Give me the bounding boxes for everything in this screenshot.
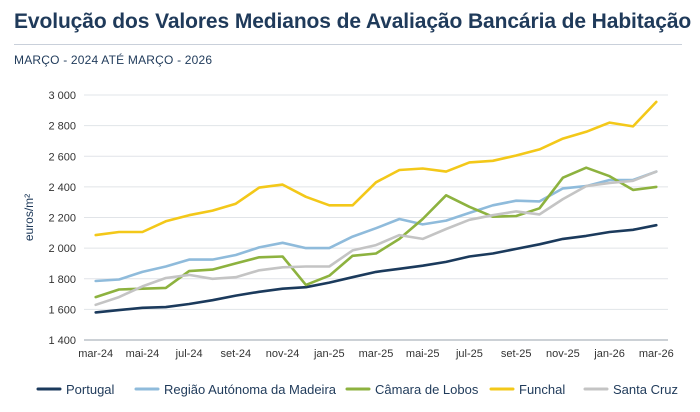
legend-label: Região Autónoma da Madeira bbox=[164, 382, 337, 397]
x-axis-tick-labels: mar-24 mai-24 jul-24 set-24 nov-24 jan-25 mar-… bbox=[78, 348, 673, 360]
x-tick-label: mai-24 bbox=[126, 348, 160, 360]
x-tick-label: set-25 bbox=[501, 348, 532, 360]
x-tick-label: jan-26 bbox=[593, 348, 625, 360]
y-tick-label: 3 000 bbox=[48, 90, 76, 102]
x-tick-label: jan-25 bbox=[313, 348, 345, 360]
legend-label: Câmara de Lobos bbox=[375, 382, 479, 397]
x-tick-label: nov-24 bbox=[266, 348, 300, 360]
y-tick-label: 2 800 bbox=[48, 121, 76, 133]
y-tick-label: 1 800 bbox=[48, 274, 76, 286]
series-line-2 bbox=[94, 166, 658, 299]
y-tick-label: 2 200 bbox=[48, 213, 76, 225]
legend: Portugal Região Autónoma da Madeira Câmara… bbox=[36, 382, 678, 397]
x-tick-label: jul-25 bbox=[455, 348, 483, 360]
series-line-3 bbox=[94, 100, 658, 237]
legend-label: Funchal bbox=[519, 382, 565, 397]
x-tick-label: set-24 bbox=[221, 348, 252, 360]
y-tick-label: 1 400 bbox=[48, 335, 76, 347]
series-line-1 bbox=[94, 170, 658, 283]
gridlines bbox=[84, 94, 668, 341]
y-tick-label: 2 000 bbox=[48, 243, 76, 255]
legend-label: Portugal bbox=[66, 382, 115, 397]
y-tick-label: 1 600 bbox=[48, 304, 76, 316]
series-lines bbox=[94, 100, 658, 314]
series-line-0 bbox=[94, 223, 658, 314]
y-tick-label: 2 400 bbox=[48, 182, 76, 194]
x-tick-label: mar-26 bbox=[639, 348, 674, 360]
x-tick-label: jul-24 bbox=[175, 348, 203, 360]
legend-label: Santa Cruz bbox=[613, 382, 678, 397]
y-tick-label: 2 600 bbox=[48, 151, 76, 163]
x-tick-label: mai-25 bbox=[406, 348, 440, 360]
series-line-4 bbox=[94, 170, 658, 307]
x-tick-label: mar-25 bbox=[359, 348, 394, 360]
y-axis-tick-labels: 1 400 1 600 1 800 2 000 2 200 2 400 2 600 2 800… bbox=[48, 90, 76, 347]
chart-title: Evolução dos Valores Medianos de Avaliaç… bbox=[14, 10, 692, 33]
title-divider bbox=[14, 44, 682, 45]
x-tick-label: nov-25 bbox=[546, 348, 580, 360]
x-tick-label: mar-24 bbox=[78, 348, 113, 360]
y-axis-label: euros/m² bbox=[22, 194, 36, 241]
chart-subtitle: MARÇO - 2024 ATÉ MARÇO - 2026 bbox=[14, 53, 213, 67]
